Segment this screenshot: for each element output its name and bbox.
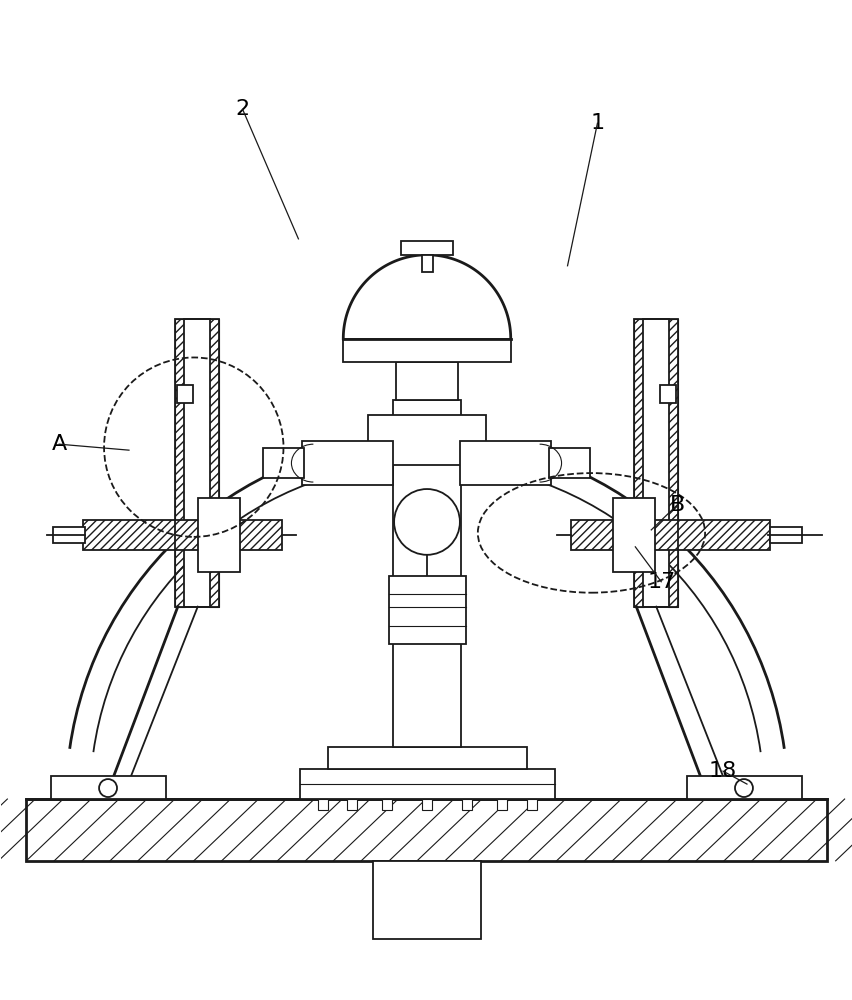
Bar [83,520,282,550]
Bar [393,400,460,747]
Bar [769,527,801,543]
Bar [198,498,239,572]
Bar [634,319,677,607]
Bar [372,861,481,939]
Bar [328,747,526,769]
Bar [634,319,643,607]
Text: 17: 17 [647,572,675,592]
Bar [183,319,210,607]
Bar [687,776,801,799]
Bar [53,527,85,543]
Bar [395,362,458,400]
Bar [368,415,486,465]
Bar [343,339,510,362]
Bar [526,799,536,810]
Bar [389,576,465,644]
Bar [382,799,392,810]
Bar [26,799,826,861]
Bar [262,448,304,478]
Bar [548,448,590,478]
Bar [667,319,677,607]
Bar [459,441,550,485]
Text: 2: 2 [235,99,250,119]
Bar [659,385,676,403]
Text: 1: 1 [590,113,604,133]
Text: B: B [669,495,684,515]
Bar [176,385,193,403]
Bar [422,799,431,810]
Bar [175,319,185,607]
Bar [51,776,165,799]
Bar [318,799,328,810]
Text: A: A [51,434,66,454]
Text: 18: 18 [708,761,736,781]
Bar [347,799,357,810]
Bar [496,799,506,810]
Bar [209,319,218,607]
Bar [642,319,669,607]
Bar [302,441,393,485]
Bar [570,520,769,550]
Bar [613,498,654,572]
Bar [461,799,471,810]
Bar [400,241,452,255]
Bar [175,319,218,607]
Bar [300,769,554,799]
Bar [422,255,433,272]
